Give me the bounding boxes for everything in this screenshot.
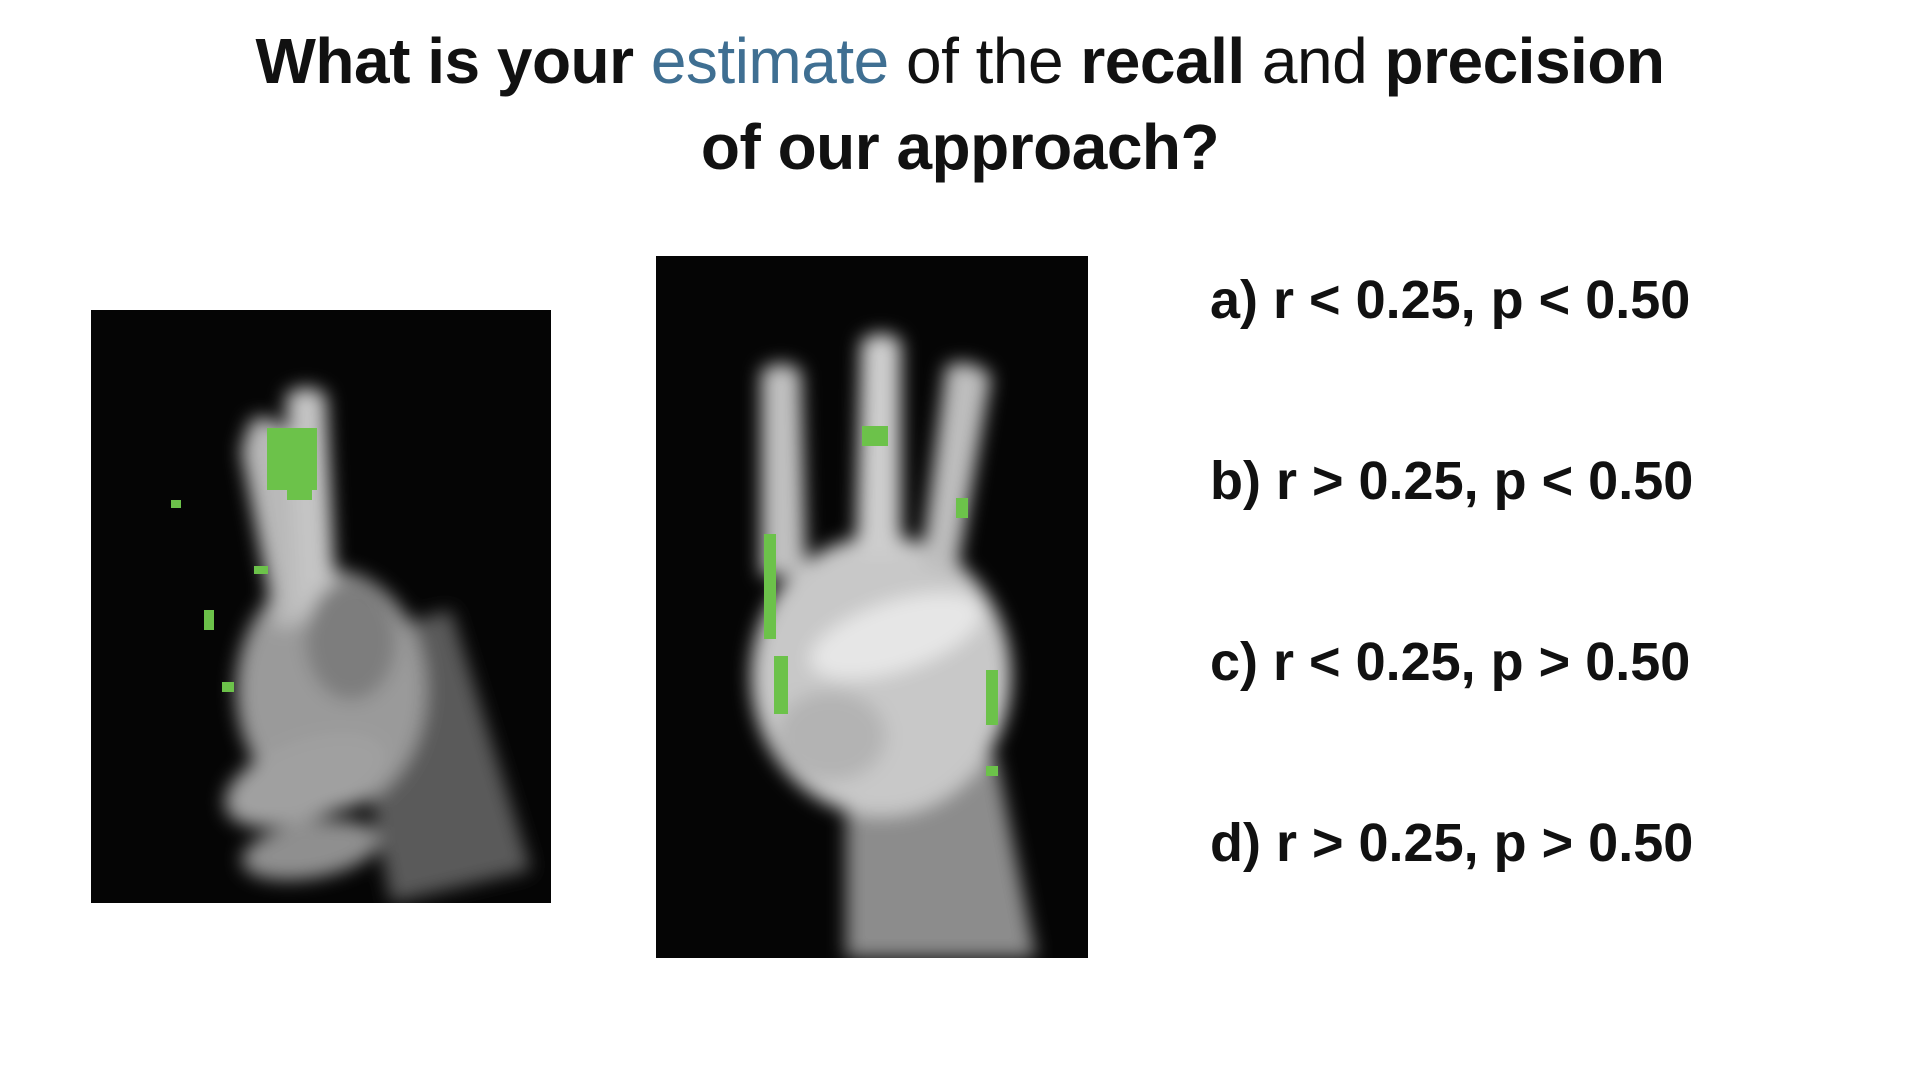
title-text-3: and <box>1244 25 1385 97</box>
highlight-pixels-right <box>764 426 998 776</box>
title-text-2: of the <box>888 25 1081 97</box>
option-a[interactable]: a) r < 0.25, p < 0.50 <box>1210 270 1691 330</box>
option-c[interactable]: c) r < 0.25, p > 0.50 <box>1210 632 1691 692</box>
title-bold-recall: recall <box>1080 25 1245 97</box>
title-text-1: What is your <box>255 25 651 97</box>
slide-title: What is your estimate of the recall and … <box>0 18 1920 190</box>
hand-image-right <box>656 256 1088 958</box>
option-d[interactable]: d) r > 0.25, p > 0.50 <box>1210 813 1694 873</box>
title-line-2: of our approach? <box>700 111 1220 183</box>
hand-three-fingers-image <box>656 256 1088 958</box>
highlight-pixels-left <box>171 428 317 692</box>
title-bold-precision: precision <box>1384 25 1665 97</box>
hand-image-left <box>91 310 551 903</box>
title-line-1: What is your estimate of the recall and … <box>0 18 1920 104</box>
title-accent-estimate: estimate <box>650 25 889 97</box>
option-b[interactable]: b) r > 0.25, p < 0.50 <box>1210 451 1694 511</box>
answer-options: a) r < 0.25, p < 0.50 b) r > 0.25, p < 0… <box>1210 268 1693 992</box>
hand-two-fingers-image <box>91 310 551 903</box>
